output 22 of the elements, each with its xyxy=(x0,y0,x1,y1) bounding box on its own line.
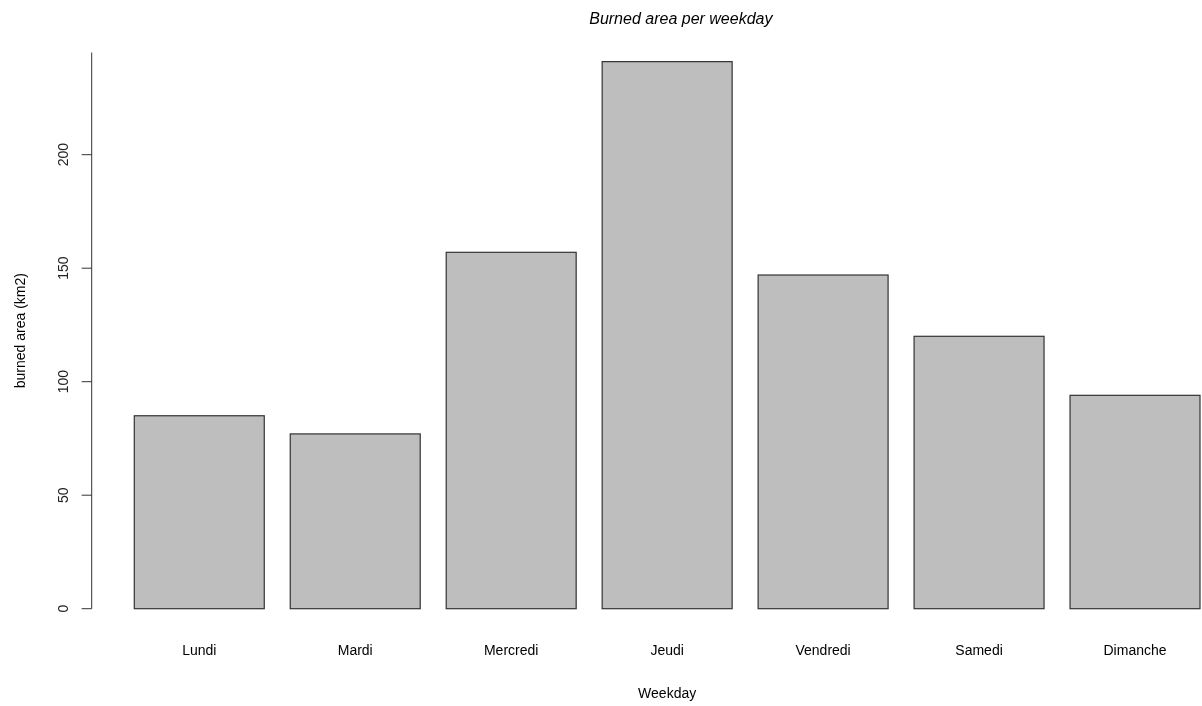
x-tick-label: Samedi xyxy=(955,642,1003,658)
y-tick-label: 200 xyxy=(54,142,71,167)
y-tick-label: 0 xyxy=(54,604,71,613)
bar xyxy=(133,415,265,610)
x-tick-label: Mardi xyxy=(337,642,373,658)
y-tick-label: 50 xyxy=(54,487,71,503)
x-tick-label: Dimanche xyxy=(1103,642,1167,658)
x-axis-title: Weekday xyxy=(638,685,697,701)
x-tick-label: Vendredi xyxy=(795,642,851,658)
y-axis-title: burned area (km2) xyxy=(12,273,28,389)
chart-title: Burned area per weekday xyxy=(589,10,774,27)
x-tick-label: Mercredi xyxy=(483,642,539,658)
bar xyxy=(913,335,1045,610)
x-tick-label: Lundi xyxy=(182,642,217,658)
bar xyxy=(445,251,577,610)
bar xyxy=(757,274,889,610)
bar xyxy=(1069,394,1201,610)
y-tick-label: 150 xyxy=(54,256,71,280)
x-tick-label: Jeudi xyxy=(650,642,684,658)
bar xyxy=(601,61,733,610)
y-tick-label: 100 xyxy=(54,369,71,394)
bar xyxy=(289,433,421,610)
